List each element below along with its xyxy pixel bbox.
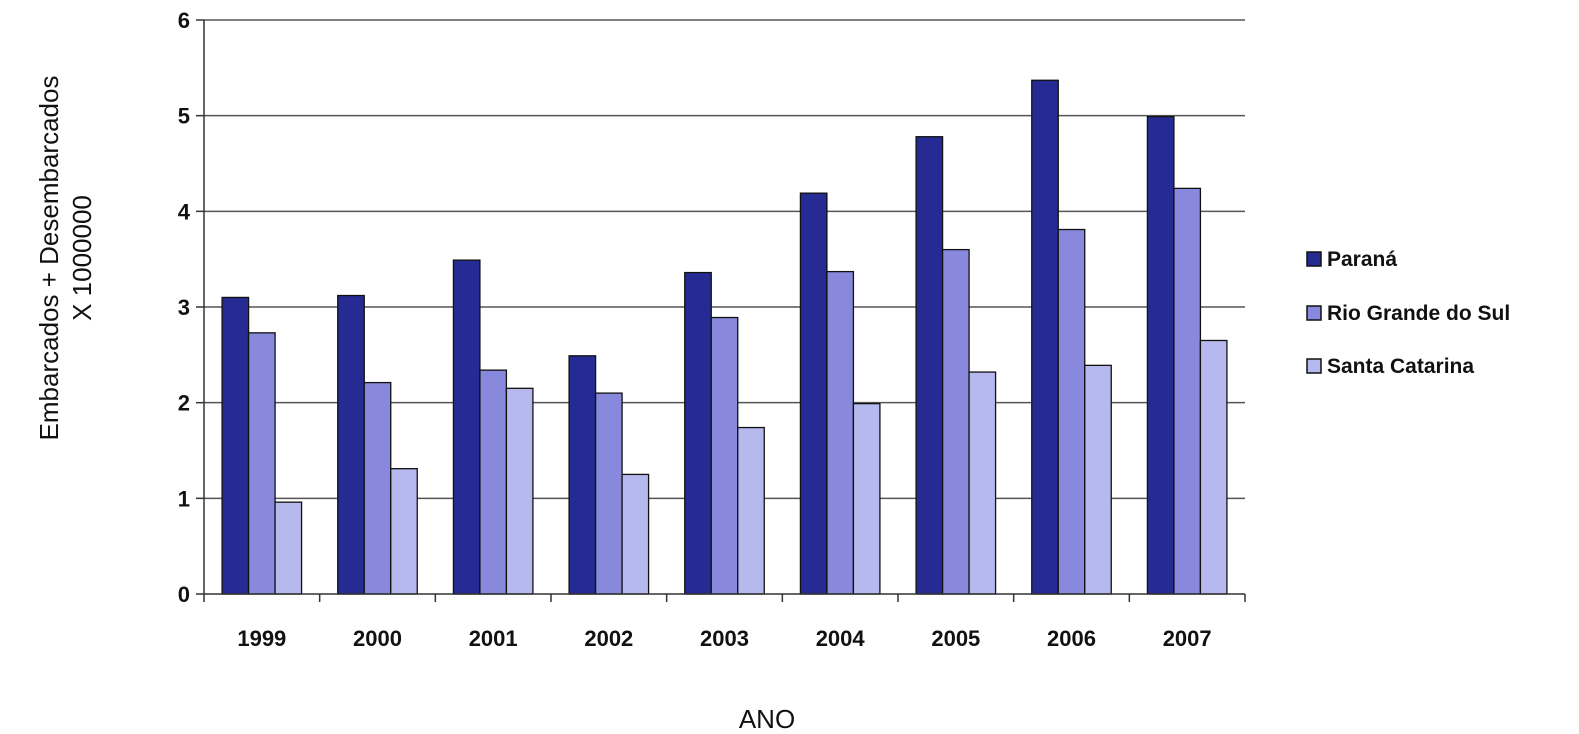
y-tick-label: 3 (178, 295, 190, 320)
bar-paraná-2002 (568, 355, 597, 595)
x-tick-label: 2000 (353, 626, 402, 651)
bar-santa-catarina-2006 (1084, 364, 1112, 595)
bar-paraná-2001 (452, 259, 481, 595)
y-tick-label: 6 (178, 8, 190, 33)
bar-santa-catarina-2003 (737, 426, 765, 595)
bar-paraná-2003 (684, 271, 712, 595)
x-axis-title: ANO (739, 704, 795, 734)
y-tick-label: 4 (178, 199, 191, 224)
bar-rio-grande-do-sul-2000 (363, 381, 392, 595)
bar-paraná-2007 (1146, 115, 1175, 595)
y-tick-label: 5 (178, 104, 190, 129)
y-axis-title-line-1: Embarcados + Desembarcados (34, 76, 64, 441)
bar-santa-catarina-2000 (390, 468, 418, 595)
legend-label-rio-grande-do-sul: Rio Grande do Sul (1327, 302, 1510, 325)
bar-paraná-2004 (799, 192, 828, 595)
axes (203, 20, 1246, 602)
bar-rio-grande-do-sul-2007 (1173, 187, 1202, 595)
legend: Paraná Rio Grande do Sul Santa Catarina (1306, 248, 1510, 378)
y-tick-label: 1 (178, 486, 190, 511)
x-tick-labels: 1999 2000 2001 2002 2003 2004 2005 2006 2007 (237, 626, 1211, 651)
bar-santa-catarina-2001 (505, 387, 534, 595)
bar-rio-grande-do-sul-2001 (479, 369, 508, 595)
bar-santa-catarina-2004 (852, 402, 881, 595)
y-tick-label: 2 (178, 391, 190, 416)
bar-santa-catarina-1999 (274, 501, 303, 595)
bar-paraná-2006 (1031, 79, 1059, 595)
bar-rio-grande-do-sul-2002 (594, 392, 623, 595)
bar-paraná-2000 (337, 294, 365, 595)
x-tick-label: 1999 (237, 626, 286, 651)
bar-santa-catarina-2007 (1199, 339, 1228, 595)
bar-rio-grande-do-sul-2005 (941, 248, 970, 595)
legend-swatch-rio-grande-do-sul (1306, 305, 1322, 321)
legend-swatch-santa-catarina (1306, 358, 1322, 374)
bar-rio-grande-do-sul-1999 (247, 332, 276, 595)
x-tick-label: 2005 (931, 626, 980, 651)
bar-rio-grande-do-sul-2006 (1057, 228, 1086, 595)
bar-rio-grande-do-sul-2003 (710, 316, 739, 595)
legend-label-parana: Paraná (1327, 248, 1397, 271)
y-tick-label: 0 (178, 582, 190, 607)
x-tick-label: 2007 (1163, 626, 1212, 651)
bar-santa-catarina-2002 (621, 473, 650, 595)
bar-paraná-2005 (915, 136, 944, 595)
legend-label-santa-catarina: Santa Catarina (1327, 355, 1474, 378)
y-tick-labels: 0 1 2 3 4 5 6 (178, 8, 191, 607)
x-tick-label: 2001 (469, 626, 518, 651)
bar-rio-grande-do-sul-2004 (826, 270, 855, 595)
x-tick-label: 2004 (816, 626, 866, 651)
y-axis-title-line-2: X 1000000 (67, 195, 97, 321)
legend-swatch-parana (1306, 251, 1322, 267)
bars (221, 79, 1228, 595)
bar-santa-catarina-2005 (968, 371, 997, 595)
x-tick-label: 2003 (700, 626, 749, 651)
x-tick-label: 2002 (584, 626, 633, 651)
bar-paraná-1999 (221, 296, 250, 595)
x-tick-label: 2006 (1047, 626, 1096, 651)
